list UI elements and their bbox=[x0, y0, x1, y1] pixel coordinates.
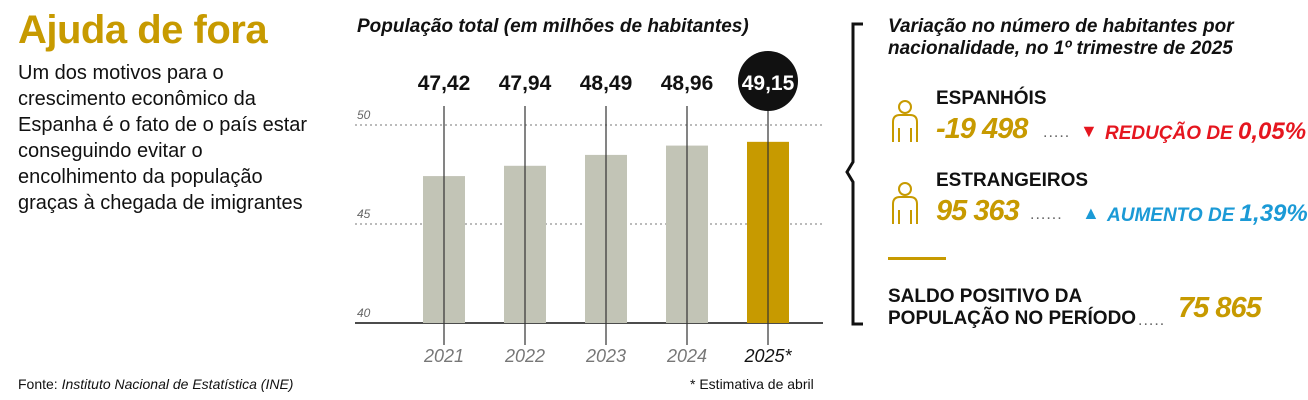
balance-label-line2: POPULAÇÃO NO PERÍODO bbox=[888, 308, 1137, 329]
foreigners-label: ESTRANGEIROS bbox=[936, 170, 1089, 191]
page-title: Ajuda de fora bbox=[18, 8, 268, 52]
balance-label: SALDO POSITIVO DA POPULAÇÃO NO PERÍODO bbox=[888, 286, 1136, 330]
x-tick-label: 2022 bbox=[504, 346, 545, 366]
y-tick-label: 40 bbox=[357, 306, 371, 320]
foreigners-change-text: AUMENTO DE bbox=[1107, 205, 1235, 226]
bar-value-label: 48,96 bbox=[661, 72, 714, 95]
bar-value-label: 47,94 bbox=[499, 72, 552, 95]
y-tick-label: 45 bbox=[357, 207, 371, 221]
foreigners-change: AUMENTO DE 1,39% bbox=[1107, 200, 1308, 228]
x-tick-label: 2023 bbox=[585, 346, 626, 366]
source-name: Instituto Nacional de Estatística (INE) bbox=[61, 376, 294, 392]
bar-value-label: 49,15 bbox=[742, 72, 795, 95]
spaniards-label: ESPANHÓIS bbox=[936, 88, 1047, 109]
spaniards-change-text: REDUÇÃO DE bbox=[1105, 123, 1233, 144]
highlight-circle bbox=[738, 51, 798, 111]
accent-divider bbox=[888, 257, 946, 260]
bar-value-label: 47,42 bbox=[418, 72, 471, 95]
x-tick-label: 2025* bbox=[743, 346, 792, 366]
spaniards-change-pct: 0,05% bbox=[1238, 118, 1307, 145]
y-tick-label: 50 bbox=[357, 108, 371, 122]
chart-title: População total (em milhões de habitante… bbox=[357, 16, 749, 37]
spaniards-dots: ..... bbox=[1043, 124, 1071, 141]
foreigners-dots: ...... bbox=[1030, 206, 1063, 223]
source-note: Fonte: Instituto Nacional de Estatística… bbox=[18, 376, 293, 392]
x-tick-label: 2021 bbox=[423, 346, 464, 366]
bracket-divider bbox=[845, 22, 863, 326]
person-icon bbox=[892, 100, 918, 142]
person-icon bbox=[892, 182, 918, 224]
spaniards-change: REDUÇÃO DE 0,05% bbox=[1105, 118, 1306, 146]
triangle-up-icon: ▲ bbox=[1082, 203, 1100, 223]
population-bar-chart: 40 45 50 47,42 2021 47,94 2022 48,49 2023 48,96 20… bbox=[355, 51, 823, 366]
bar-value-label: 48,49 bbox=[580, 72, 633, 95]
foreigners-change-pct: 1,39% bbox=[1239, 200, 1308, 227]
spaniards-value: -19 498 bbox=[936, 113, 1028, 145]
source-prefix: Fonte: bbox=[18, 376, 62, 392]
balance-value: 75 865 bbox=[1178, 292, 1262, 324]
intro-text: Um dos motivos para o crescimento econôm… bbox=[18, 62, 308, 214]
triangle-down-icon: ▼ bbox=[1080, 121, 1098, 141]
footnote: * Estimativa de abril bbox=[690, 376, 814, 392]
balance-dots: ..... bbox=[1138, 312, 1166, 329]
variation-title: Variação no número de habitantes por nac… bbox=[888, 16, 1234, 59]
balance-label-line1: SALDO POSITIVO DA bbox=[888, 286, 1083, 307]
foreigners-value: 95 363 bbox=[936, 195, 1020, 227]
x-tick-label: 2024 bbox=[666, 346, 707, 366]
